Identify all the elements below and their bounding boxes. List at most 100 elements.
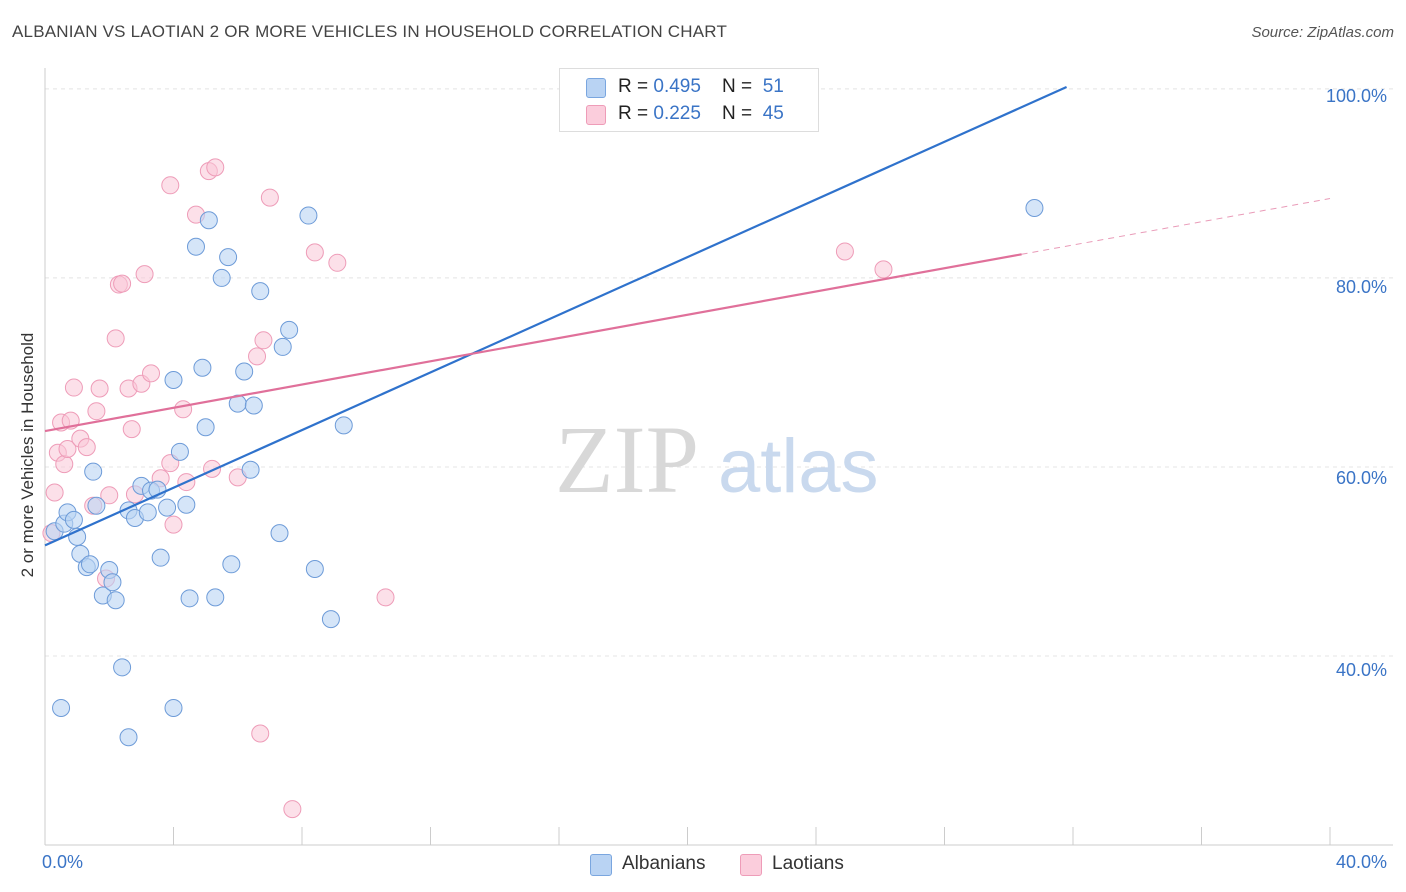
laotians-point-11	[87, 402, 106, 421]
laotians-point-41	[328, 253, 347, 272]
albanians-point-29	[186, 237, 205, 256]
legend-n-label: N =	[722, 76, 758, 97]
bottom-legend-albanians: Albanians	[590, 852, 730, 876]
legend-r-label: R =	[618, 103, 654, 124]
albanians-point-1	[52, 698, 71, 717]
legend-n-value-albanians: 51	[762, 76, 784, 97]
y-tick-80: 80.0%	[1336, 277, 1388, 297]
source-label: Source: ZipAtlas.com	[1251, 24, 1394, 41]
albanians-point-25	[164, 371, 183, 389]
correlation-legend: R = 0.495 N = 51 R = 0.225 N = 45	[559, 68, 819, 132]
laotians-point-25	[161, 176, 180, 195]
legend-n-value-laotians: 45	[762, 103, 784, 124]
laotians-point-23	[142, 364, 161, 383]
albanians-point-50	[80, 555, 99, 574]
albanians-point-31	[196, 418, 215, 437]
bottom-legend-swatch-albanians	[590, 854, 612, 876]
albanians-point-48	[334, 416, 353, 435]
albanians-point-41	[251, 282, 270, 301]
albanians-point-38	[235, 362, 254, 381]
trend-lines	[44, 86, 1331, 547]
laotians-point-36	[251, 724, 270, 743]
laotians-point-14	[100, 486, 119, 505]
laotians-point-39	[283, 800, 302, 819]
axes	[44, 68, 1393, 846]
albanians-point-30	[193, 358, 212, 377]
legend-swatch-laotians	[586, 105, 606, 125]
albanians-point-26	[170, 442, 189, 461]
laotians-point-17	[113, 274, 132, 293]
legend-r-value-albanians: 0.495	[653, 76, 701, 97]
watermark-atlas: atlas	[718, 424, 879, 509]
albanians-point-36	[222, 555, 241, 574]
albanians-point-13	[106, 591, 125, 610]
albanians-point-39	[241, 460, 260, 479]
albanians-point-15	[119, 728, 138, 747]
legend-r-label: R =	[618, 76, 654, 97]
albanians-point-8	[84, 462, 103, 481]
bottom-legend-label-albanians: Albanians	[622, 853, 706, 874]
x-tick-max: 40.0%	[1336, 852, 1388, 872]
legend-swatch-albanians	[586, 78, 606, 98]
albanians-point-23	[158, 498, 177, 517]
albanians-trend-line	[44, 86, 1068, 547]
bottom-legend-swatch-laotians	[740, 854, 762, 876]
laotians-point-9	[77, 438, 96, 457]
albanians-point-12	[103, 573, 122, 592]
y-tick-60: 60.0%	[1336, 468, 1388, 488]
albanians-point-4	[64, 510, 83, 529]
grid-lines	[45, 88, 1393, 657]
albanians-point-44	[280, 320, 299, 339]
albanians-point-27	[177, 495, 196, 514]
laotians-point-19	[122, 420, 141, 439]
albanians-point-49	[1025, 198, 1044, 217]
laotians-point-12	[90, 379, 109, 398]
albanians-point-40	[244, 396, 263, 415]
albanians-point-35	[219, 248, 238, 267]
laotians-trend-extension	[1021, 198, 1331, 255]
albanians-point-47	[321, 610, 340, 629]
albanians-point-24	[164, 698, 183, 717]
laotians-point-37	[254, 331, 273, 350]
laotians-point-15	[106, 329, 125, 348]
y-tick-100: 100.0%	[1326, 86, 1388, 106]
albanians-point-33	[206, 588, 225, 607]
laotians-point-1	[45, 483, 64, 502]
laotians-point-4	[55, 455, 74, 474]
series-albanians-points	[45, 198, 1044, 747]
albanians-point-34	[212, 268, 231, 287]
watermark-zip: ZIP	[555, 406, 699, 513]
laotians-point-35	[248, 347, 267, 366]
legend-n-label: N =	[722, 103, 758, 124]
albanians-point-45	[299, 206, 318, 225]
albanians-point-14	[113, 658, 132, 677]
albanians-point-9	[87, 496, 106, 515]
bottom-legend-laotians: Laotians	[740, 852, 870, 876]
laotians-point-38	[260, 188, 279, 207]
x-tick-min: 0.0%	[42, 852, 84, 872]
y-axis-label: 2 or more Vehicles in Household	[18, 332, 37, 578]
albanians-point-28	[180, 589, 199, 608]
albanians-point-46	[305, 560, 324, 579]
laotians-point-40	[305, 243, 324, 262]
albanians-point-42	[270, 524, 289, 543]
albanians-point-19	[138, 503, 157, 522]
laotians-point-7	[64, 378, 83, 397]
laotians-point-44	[874, 260, 893, 279]
albanians-point-22	[151, 548, 170, 567]
laotians-trend-line	[44, 253, 1022, 433]
y-tick-40: 40.0%	[1336, 660, 1388, 680]
bottom-legend-label-laotians: Laotians	[772, 853, 844, 874]
albanians-point-32	[199, 211, 218, 230]
laotians-point-43	[835, 242, 854, 261]
albanians-point-43	[273, 337, 292, 356]
legend-r-value-laotians: 0.225	[653, 103, 701, 124]
laotians-point-42	[376, 588, 395, 607]
laotians-point-5	[58, 439, 77, 458]
chart-title: ALBANIAN VS LAOTIAN 2 OR MORE VEHICLES I…	[12, 22, 728, 41]
watermark: ZIP atlas	[555, 406, 879, 513]
laotians-point-22	[135, 265, 154, 284]
laotians-point-27	[164, 515, 183, 534]
laotians-point-28	[174, 400, 193, 419]
